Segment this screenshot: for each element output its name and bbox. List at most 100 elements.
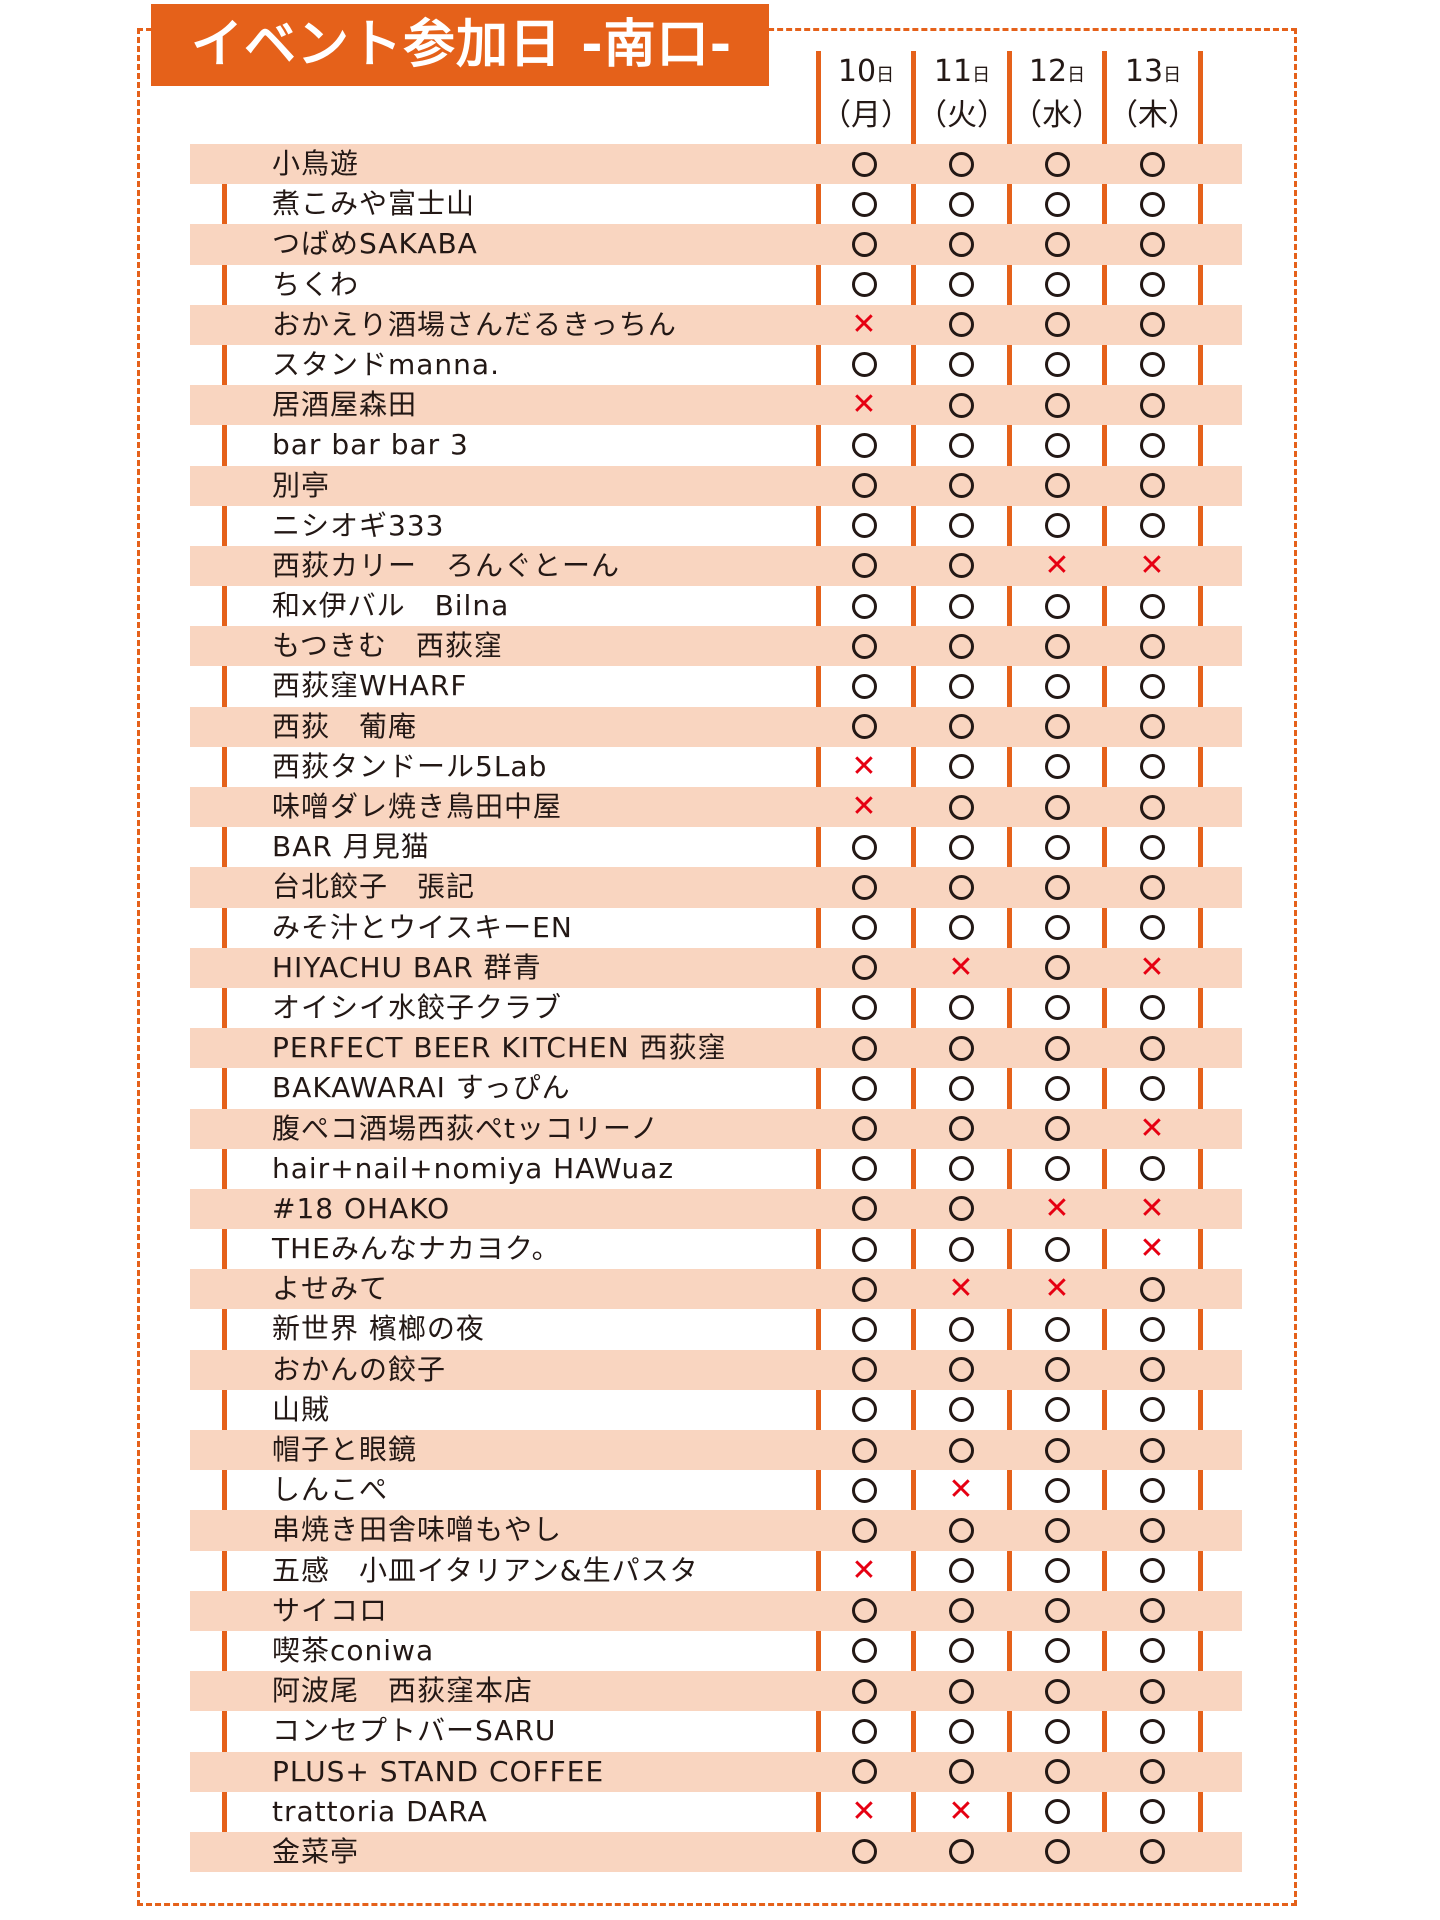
- available-mark: [931, 265, 991, 305]
- shop-name: 西荻カリー ろんぐとーん: [272, 548, 621, 582]
- available-mark: [1122, 1470, 1182, 1510]
- available-mark: [1027, 184, 1087, 224]
- circle-icon: [1139, 473, 1165, 498]
- column-header-13: 13日 （木）: [1105, 52, 1201, 136]
- table-row: みそ汁とウイスキーEN: [190, 908, 1242, 948]
- available-mark: [1122, 184, 1182, 224]
- table-row: HIYACHU BAR 群青 ✕ ✕: [190, 947, 1242, 988]
- unavailable-mark: ✕: [834, 1551, 894, 1591]
- available-mark: [1122, 626, 1182, 666]
- table-row: 新世界 檳榔の夜: [190, 1309, 1242, 1349]
- weekday: （火）: [917, 98, 1007, 133]
- available-mark: [1027, 1470, 1087, 1510]
- available-mark: [931, 1591, 991, 1631]
- available-mark: [1027, 1149, 1087, 1189]
- available-mark: [931, 1390, 991, 1430]
- circle-icon: [948, 1558, 974, 1584]
- table-row: 煮こみや富士山: [190, 184, 1242, 224]
- table-row: ニシオギ333: [190, 506, 1242, 546]
- table-row: 西荻カリー ろんぐとーん ✕ ✕: [190, 545, 1242, 587]
- circle-icon: [948, 352, 974, 378]
- table-row: おかんの餃子: [190, 1349, 1242, 1390]
- available-mark: [1122, 1309, 1182, 1349]
- circle-icon: [851, 834, 877, 860]
- unavailable-mark: ✕: [834, 305, 894, 345]
- available-mark: [1027, 1109, 1087, 1149]
- shop-name: BAR 月見猫: [272, 830, 430, 864]
- circle-icon: [948, 1075, 974, 1101]
- table-row: BAR 月見猫: [190, 827, 1242, 867]
- page-title: イベント参加日 -南口-: [151, 4, 769, 86]
- circle-icon: [948, 392, 974, 418]
- circle-icon: [1044, 1116, 1070, 1141]
- available-mark: [1122, 827, 1182, 867]
- circle-icon: [1139, 1718, 1165, 1744]
- available-mark: [1122, 1792, 1182, 1832]
- circle-icon: [1044, 231, 1070, 257]
- available-mark: [1027, 305, 1087, 345]
- circle-icon: [851, 1357, 877, 1383]
- available-mark: [834, 1671, 894, 1711]
- circle-icon: [948, 593, 974, 619]
- available-mark: [1027, 1591, 1087, 1631]
- circle-icon: [1044, 874, 1070, 900]
- circle-icon: [851, 352, 877, 378]
- available-mark: [1027, 385, 1087, 425]
- unavailable-mark: ✕: [931, 948, 991, 988]
- available-mark: [1122, 787, 1182, 827]
- available-mark: [1122, 425, 1182, 465]
- circle-icon: [1044, 1638, 1070, 1664]
- table-row: 西荻 葡庵: [190, 706, 1242, 747]
- available-mark: [1027, 1068, 1087, 1108]
- circle-icon: [948, 191, 974, 217]
- circle-icon: [1044, 1397, 1070, 1423]
- circle-icon: [851, 1116, 877, 1141]
- table-row: 西荻タンドール5Lab ✕: [190, 747, 1242, 787]
- available-mark: [834, 184, 894, 224]
- circle-icon: [851, 995, 877, 1021]
- available-mark: [834, 1229, 894, 1269]
- available-mark: [834, 827, 894, 867]
- available-mark: [1122, 747, 1182, 787]
- circle-icon: [1139, 1799, 1165, 1825]
- circle-icon: [1044, 1598, 1070, 1624]
- available-mark: [1027, 867, 1087, 907]
- available-mark: [931, 1028, 991, 1068]
- circle-icon: [948, 633, 974, 659]
- available-mark: [1122, 1631, 1182, 1671]
- circle-icon: [1044, 1678, 1070, 1704]
- available-mark: [834, 1752, 894, 1792]
- table-row: PERFECT BEER KITCHEN 西荻窪: [190, 1028, 1242, 1069]
- unavailable-mark: ✕: [1027, 1269, 1087, 1309]
- available-mark: [834, 948, 894, 988]
- circle-icon: [948, 151, 974, 177]
- circle-icon: [948, 1759, 974, 1784]
- circle-icon: [1139, 352, 1165, 378]
- shop-name: 味噌ダレ焼き鳥田中屋: [272, 790, 563, 823]
- available-mark: [931, 1832, 991, 1872]
- circle-icon: [1044, 1075, 1070, 1101]
- available-mark: [1027, 908, 1087, 948]
- shop-name: 腹ぺコ酒場西荻ぺtッコリーノ: [272, 1111, 660, 1145]
- circle-icon: [851, 1035, 877, 1061]
- circle-icon: [851, 553, 877, 579]
- available-mark: [834, 1510, 894, 1550]
- circle-icon: [1139, 1638, 1165, 1664]
- circle-icon: [1139, 673, 1165, 699]
- available-mark: [834, 546, 894, 586]
- available-mark: [1122, 1510, 1182, 1550]
- available-mark: [931, 1510, 991, 1550]
- available-mark: [834, 1149, 894, 1189]
- circle-icon: [851, 1276, 877, 1302]
- available-mark: [1122, 908, 1182, 948]
- circle-icon: [1139, 432, 1165, 458]
- shop-name: 台北餃子 張記: [272, 870, 476, 904]
- available-mark: [834, 506, 894, 546]
- shop-name: しんこぺ: [272, 1473, 389, 1507]
- table-row: 和x伊バル Bilna: [190, 586, 1242, 626]
- available-mark: [1027, 1350, 1087, 1390]
- circle-icon: [948, 1035, 974, 1061]
- circle-icon: [1044, 834, 1070, 860]
- circle-icon: [851, 151, 877, 177]
- circle-icon: [948, 1357, 974, 1383]
